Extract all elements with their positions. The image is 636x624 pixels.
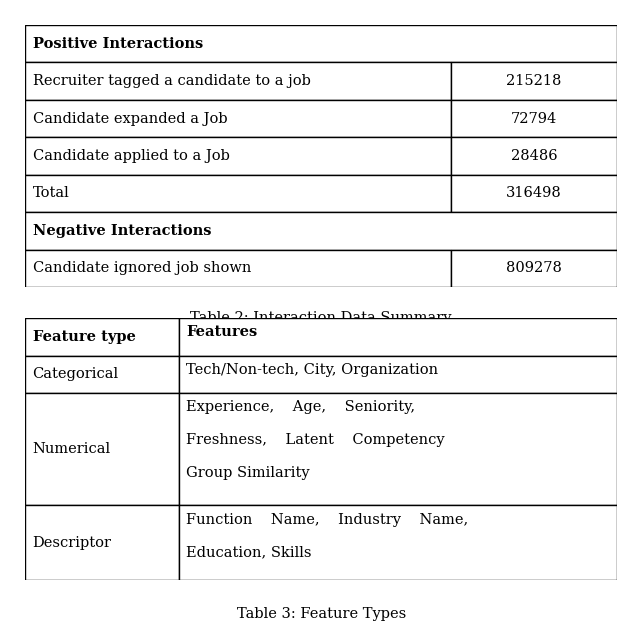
Bar [179, 393, 617, 505]
Bar [452, 175, 617, 212]
Bar [25, 356, 179, 393]
Text: Table 2: Interaction Data Summary: Table 2: Interaction Data Summary [190, 311, 452, 324]
Text: Negative Interactions: Negative Interactions [32, 224, 211, 238]
Text: Positive Interactions: Positive Interactions [32, 37, 203, 51]
Text: 316498: 316498 [506, 187, 562, 200]
Bar [452, 62, 617, 100]
Text: Recruiter tagged a candidate to a job: Recruiter tagged a candidate to a job [32, 74, 310, 88]
Bar [25, 393, 179, 505]
Bar [179, 356, 617, 393]
Bar [179, 505, 617, 580]
Text: 809278: 809278 [506, 261, 562, 275]
Bar [452, 137, 617, 175]
Bar [25, 318, 179, 356]
Text: Descriptor: Descriptor [32, 536, 111, 550]
Text: Candidate ignored job shown: Candidate ignored job shown [32, 261, 251, 275]
Text: Numerical: Numerical [32, 442, 111, 456]
Text: Education, Skills: Education, Skills [186, 545, 312, 560]
Bar [25, 212, 617, 250]
Bar [179, 318, 617, 356]
Text: Group Similarity: Group Similarity [186, 466, 310, 480]
Text: Table 3: Feature Types: Table 3: Feature Types [237, 607, 406, 620]
Text: Freshness,    Latent    Competency: Freshness, Latent Competency [186, 433, 445, 447]
Text: Tech/Non-tech, City, Organization: Tech/Non-tech, City, Organization [186, 363, 438, 377]
Text: Total: Total [32, 187, 69, 200]
Text: Features: Features [186, 326, 258, 339]
Bar [25, 250, 452, 287]
Text: Feature type: Feature type [32, 330, 135, 344]
Bar [25, 100, 452, 137]
Text: Candidate expanded a Job: Candidate expanded a Job [32, 112, 227, 125]
Text: Categorical: Categorical [32, 368, 119, 381]
Text: Experience,    Age,    Seniority,: Experience, Age, Seniority, [186, 401, 415, 414]
Bar [25, 62, 452, 100]
Text: Function    Name,    Industry    Name,: Function Name, Industry Name, [186, 513, 469, 527]
Text: 72794: 72794 [511, 112, 557, 125]
Bar [25, 137, 452, 175]
Text: Candidate applied to a Job: Candidate applied to a Job [32, 149, 230, 163]
Bar [25, 505, 179, 580]
Bar [452, 250, 617, 287]
Text: 215218: 215218 [506, 74, 562, 88]
Bar [25, 25, 617, 62]
Text: 28486: 28486 [511, 149, 557, 163]
Bar [452, 100, 617, 137]
Bar [25, 175, 452, 212]
